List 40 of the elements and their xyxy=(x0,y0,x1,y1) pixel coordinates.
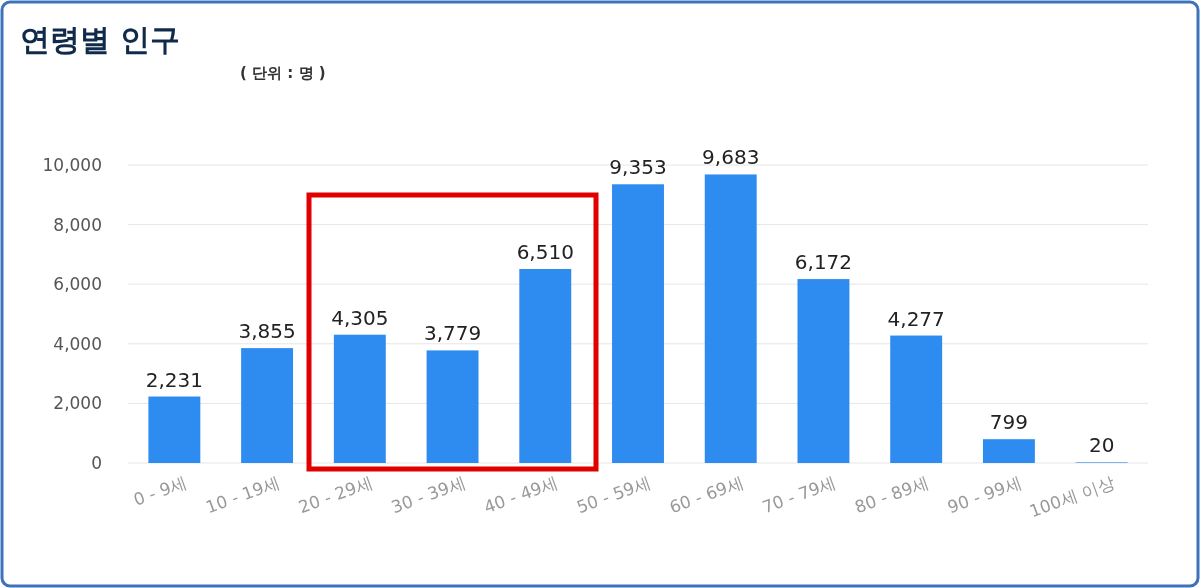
data-label: 6,510 xyxy=(516,240,574,264)
y-tick-label: 0 xyxy=(91,453,102,473)
data-label: 20 xyxy=(1088,433,1115,458)
data-label: 6,172 xyxy=(794,250,853,275)
y-tick-label: 8,000 xyxy=(53,214,102,235)
bar xyxy=(890,335,943,463)
x-tick-label: 80 - 89세 xyxy=(852,471,932,518)
bar xyxy=(148,396,201,463)
bar xyxy=(333,334,386,463)
x-tick-label: 0 - 9세 xyxy=(130,471,190,510)
x-tick-label: 40 - 49세 xyxy=(481,471,561,518)
data-label: 799 xyxy=(989,410,1028,435)
chart-title: 연령별 인구 xyxy=(20,22,181,57)
y-tick-label: 6,000 xyxy=(53,274,102,295)
data-label: 9,353 xyxy=(609,155,667,180)
bar xyxy=(426,350,479,463)
data-label: 3,779 xyxy=(423,321,482,346)
data-label: 4,277 xyxy=(887,306,945,331)
bar xyxy=(704,174,757,463)
y-tick-label: 4,000 xyxy=(53,333,102,354)
bar xyxy=(519,269,572,463)
chart-subtitle: ( 단위 : 명 ) xyxy=(240,64,326,82)
x-tick-label: 30 - 39세 xyxy=(388,471,468,518)
y-tick-label: 2,000 xyxy=(53,393,102,414)
x-tick-label: 50 - 59세 xyxy=(573,471,654,518)
bar xyxy=(241,348,294,463)
x-tick-label: 70 - 79세 xyxy=(759,471,839,518)
x-tick-label: 60 - 69세 xyxy=(666,471,747,518)
x-tick-label: 100세 이상 xyxy=(1026,471,1117,522)
y-tick-label: 10,000 xyxy=(42,155,102,175)
x-tick-label: 20 - 29세 xyxy=(295,471,376,518)
bar xyxy=(797,279,850,463)
x-tick-label: 90 - 99세 xyxy=(944,471,1025,518)
bar xyxy=(982,439,1035,463)
data-label: 4,305 xyxy=(331,305,389,330)
x-tick-label: 10 - 19세 xyxy=(203,471,283,518)
data-label: 3,855 xyxy=(238,319,296,344)
bar xyxy=(612,184,664,463)
data-label: 2,231 xyxy=(145,367,203,392)
data-label: 9,683 xyxy=(702,145,760,170)
